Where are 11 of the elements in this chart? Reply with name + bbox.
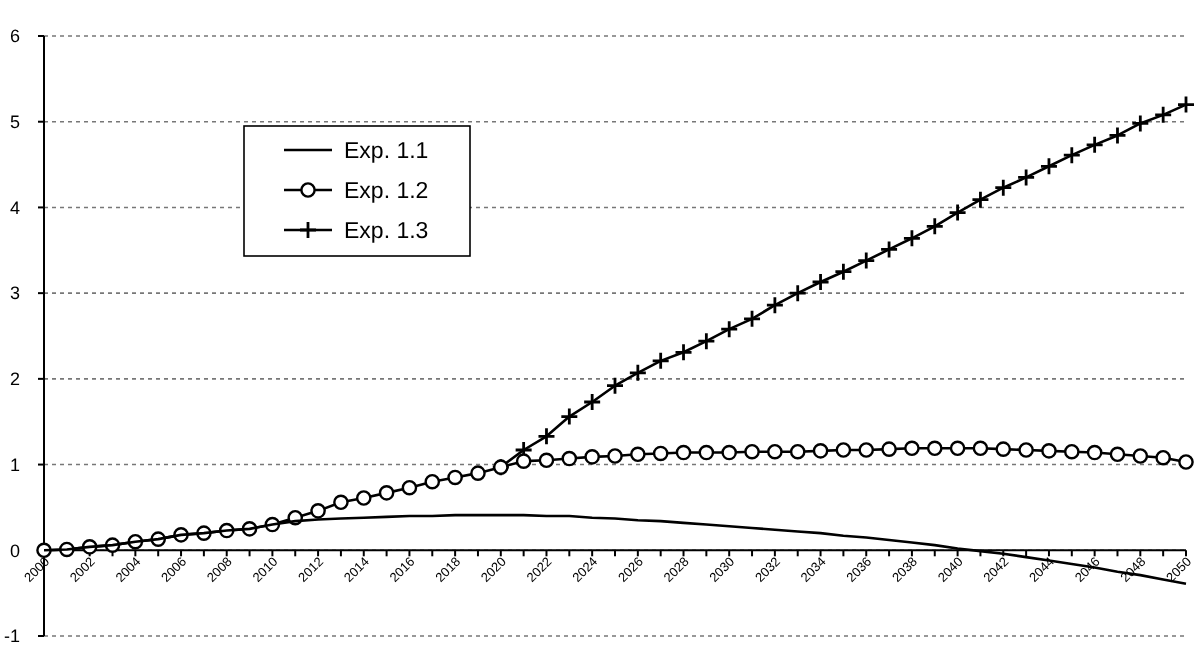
y-tick-label: 0 [9,540,20,561]
y-tick-label: 3 [9,283,20,304]
y-tick-label: 4 [9,197,20,218]
legend-label: Exp. 1.1 [344,140,429,165]
y-tick-label: 1 [9,454,20,475]
legend-label: Exp. 1.3 [344,220,429,245]
y-tick-label: 6 [9,26,20,47]
y-tick-label: -1 [3,626,20,646]
y-tick-label: 2 [9,369,20,390]
legend-label: Exp. 1.2 [344,180,429,205]
y-tick-label: 5 [9,112,20,133]
